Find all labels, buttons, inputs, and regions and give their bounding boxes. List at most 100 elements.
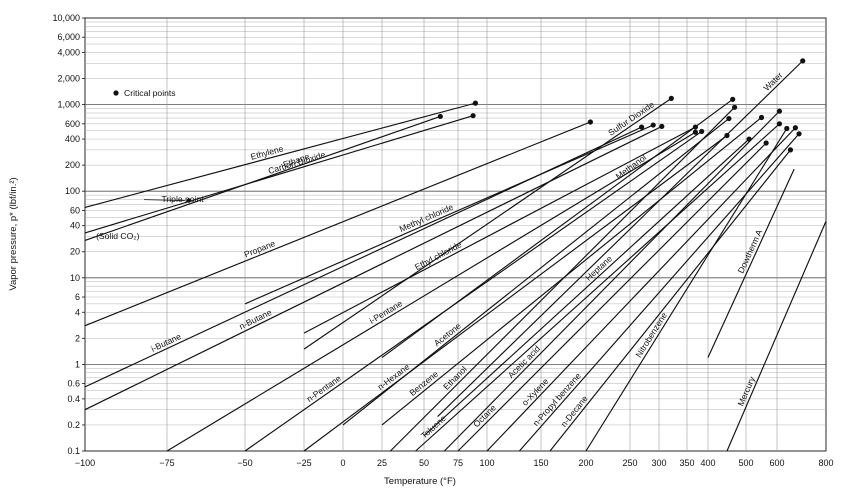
- legend-marker: [113, 90, 119, 96]
- y-tick-label: 2,000: [57, 74, 80, 84]
- x-tick-label: 50: [419, 458, 429, 468]
- triple-point-arrow: [144, 199, 185, 201]
- y-tick-label: 6: [75, 292, 80, 302]
- critical-point: [732, 104, 738, 110]
- series-line: [381, 98, 734, 359]
- critical-point: [763, 140, 769, 146]
- series-line: [389, 106, 736, 452]
- series-line: [585, 128, 788, 452]
- series-line: [443, 110, 780, 452]
- y-tick-label: 600: [65, 119, 80, 129]
- y-tick-label: 200: [65, 160, 80, 170]
- critical-point: [639, 124, 645, 130]
- critical-point: [668, 95, 674, 101]
- y-tick-labels: 0.1 0.2 0.4 0.6 1 2 4 6 10 20 40 60 100 200 400 600 1,00…: [52, 13, 85, 456]
- critical-point: [659, 123, 665, 130]
- series-line: [84, 115, 441, 241]
- x-tick-label: −25: [296, 458, 311, 468]
- series-line: [381, 117, 762, 426]
- x-tick-label: 75: [453, 458, 463, 468]
- x-tick-label: 25: [377, 458, 387, 468]
- y-tick-label: 10: [70, 273, 80, 283]
- series-line: [518, 133, 800, 452]
- y-tick-label: 2: [75, 333, 80, 343]
- y-tick-label: 0.2: [67, 420, 80, 430]
- series-line: [423, 138, 750, 437]
- x-tick-label: 200: [578, 458, 593, 468]
- critical-point: [650, 122, 656, 128]
- y-tick-label: 0.4: [67, 394, 80, 404]
- critical-point: [746, 136, 752, 142]
- annotations: Triple point (Solid CO₂): [96, 194, 204, 241]
- y-tick-label: 4: [75, 307, 80, 317]
- annotation-label: (Solid CO₂): [96, 231, 140, 241]
- series-line: [707, 168, 795, 358]
- x-tick-label: −100: [75, 458, 95, 468]
- y-axis-title: Vapor pressure, p* (lbf/in.²): [8, 177, 19, 290]
- series-line: [415, 123, 780, 452]
- critical-point: [784, 125, 790, 132]
- series-line: [84, 125, 663, 411]
- y-tick-label: 6,000: [57, 32, 80, 42]
- series-line: [84, 102, 476, 208]
- critical-point: [796, 131, 802, 137]
- critical-point: [776, 121, 783, 127]
- x-tick-label: −75: [159, 458, 174, 468]
- x-tick-label: 400: [700, 458, 715, 468]
- series-line: [303, 97, 672, 350]
- critical-point: [587, 119, 594, 125]
- y-tick-label: 1: [75, 359, 80, 369]
- critical-point: [800, 58, 806, 64]
- x-tick-label: 300: [651, 458, 666, 468]
- series-line: [244, 130, 703, 452]
- series-line: [549, 149, 791, 452]
- critical-point: [470, 113, 476, 119]
- series-line: [437, 60, 804, 417]
- critical-point: [792, 125, 798, 131]
- y-tick-label: 0.1: [67, 446, 80, 456]
- plot-area: [84, 17, 827, 452]
- x-tick-labels: −100 −75 −50 −25 0 25 50 75 100 150 200 250 300 350 40…: [75, 458, 834, 468]
- x-axis-title: Temperature (°F): [384, 476, 456, 487]
- critical-points: [437, 58, 806, 153]
- x-tick-label: 800: [818, 458, 833, 468]
- critical-point: [787, 147, 794, 153]
- critical-point: [437, 113, 443, 120]
- x-tick-label: 100: [479, 458, 494, 468]
- series-lines: [84, 60, 827, 452]
- critical-point: [776, 108, 783, 114]
- x-tick-label: 500: [738, 458, 753, 468]
- series-line: [84, 121, 591, 327]
- critical-point: [724, 132, 730, 139]
- legend: Critical points: [113, 88, 176, 98]
- series-line: [486, 127, 796, 452]
- x-tick-label: 350: [679, 458, 694, 468]
- series-line: [457, 142, 767, 452]
- x-tick-label: −50: [237, 458, 252, 468]
- y-tick-label: 10,000: [52, 13, 80, 23]
- critical-point: [758, 114, 765, 121]
- critical-point: [472, 100, 478, 106]
- series-line: [84, 126, 642, 388]
- triple-point-marker: [186, 198, 192, 203]
- series-line: [303, 135, 728, 452]
- series-line: [726, 221, 827, 452]
- critical-point: [692, 124, 699, 130]
- y-tick-label: 100: [65, 186, 80, 196]
- x-tick-label: 0: [340, 458, 345, 468]
- series-line: [244, 124, 654, 305]
- critical-point: [692, 129, 699, 135]
- critical-point: [726, 115, 732, 122]
- x-tick-label: 600: [769, 458, 784, 468]
- critical-point: [699, 128, 705, 135]
- y-tick-label: 400: [65, 134, 80, 144]
- series-line: [166, 131, 696, 452]
- x-tick-label: 250: [622, 458, 637, 468]
- y-tick-label: 0.6: [67, 379, 80, 389]
- x-tick-label: 150: [533, 458, 548, 468]
- y-tick-label: 60: [70, 205, 80, 215]
- y-tick-label: 20: [70, 247, 80, 257]
- critical-point: [730, 96, 736, 102]
- series-line: [84, 115, 474, 234]
